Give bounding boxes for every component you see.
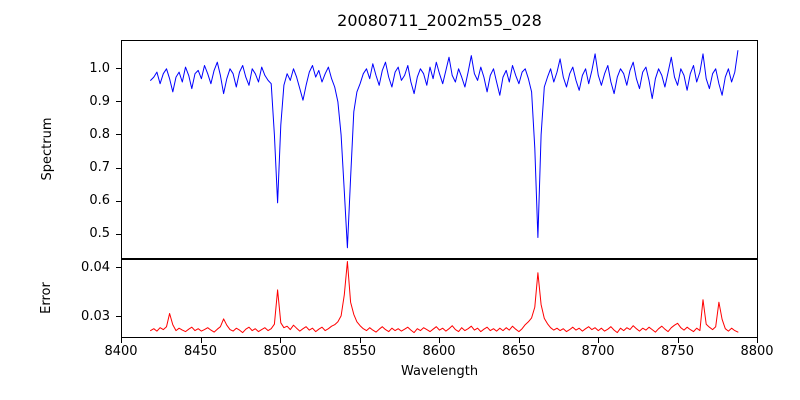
x-tick-mark <box>359 338 361 343</box>
y-tick-mark <box>116 233 121 235</box>
y-tick-label: 0.6 <box>89 193 110 209</box>
y-tick-label: 1.0 <box>89 60 110 76</box>
y-tick-mark <box>116 200 121 202</box>
y-tick-mark <box>116 68 121 70</box>
error-line <box>150 261 739 334</box>
y-tick-label: 0.5 <box>89 226 110 242</box>
x-tick-label: 8550 <box>342 344 377 359</box>
x-tick-mark <box>677 338 679 343</box>
y-tick-mark <box>116 101 121 103</box>
error-plot <box>150 261 739 334</box>
wavelength-axis-label: Wavelength <box>400 364 479 379</box>
x-tick-label: 8650 <box>501 344 536 359</box>
x-tick-mark <box>121 338 122 343</box>
chart-title: 20080711_2002m55_028 <box>337 11 542 30</box>
y-tick-label: 0.8 <box>89 126 110 142</box>
y-tick-label: 0.03 <box>81 308 110 324</box>
x-tick-mark <box>200 338 202 343</box>
x-tick-label: 8400 <box>104 344 138 359</box>
y-tick-mark <box>116 316 121 318</box>
x-tick-label: 8450 <box>183 344 218 359</box>
error-panel <box>121 259 758 338</box>
y-tick-label: 0.7 <box>89 160 110 176</box>
y-tick-label: 0.04 <box>81 259 110 275</box>
x-tick-label: 8500 <box>263 344 297 359</box>
x-tick-label: 8700 <box>581 344 615 359</box>
x-tick-label: 8600 <box>422 344 456 359</box>
y-tick-mark <box>116 134 121 136</box>
spectrum-panel <box>121 40 758 259</box>
x-tick-mark <box>518 338 520 343</box>
x-tick-mark <box>598 338 599 343</box>
x-tick-mark <box>439 338 440 343</box>
y-tick-mark <box>116 167 121 169</box>
spectrum-line <box>150 50 739 249</box>
y-tick-label: 0.9 <box>89 93 110 109</box>
spectrum-plot <box>150 50 739 249</box>
x-tick-label: 8800 <box>740 344 774 359</box>
y-tick-mark <box>116 267 121 269</box>
x-tick-label: 8750 <box>660 344 695 359</box>
x-tick-mark <box>280 338 281 343</box>
x-tick-mark <box>757 338 758 343</box>
